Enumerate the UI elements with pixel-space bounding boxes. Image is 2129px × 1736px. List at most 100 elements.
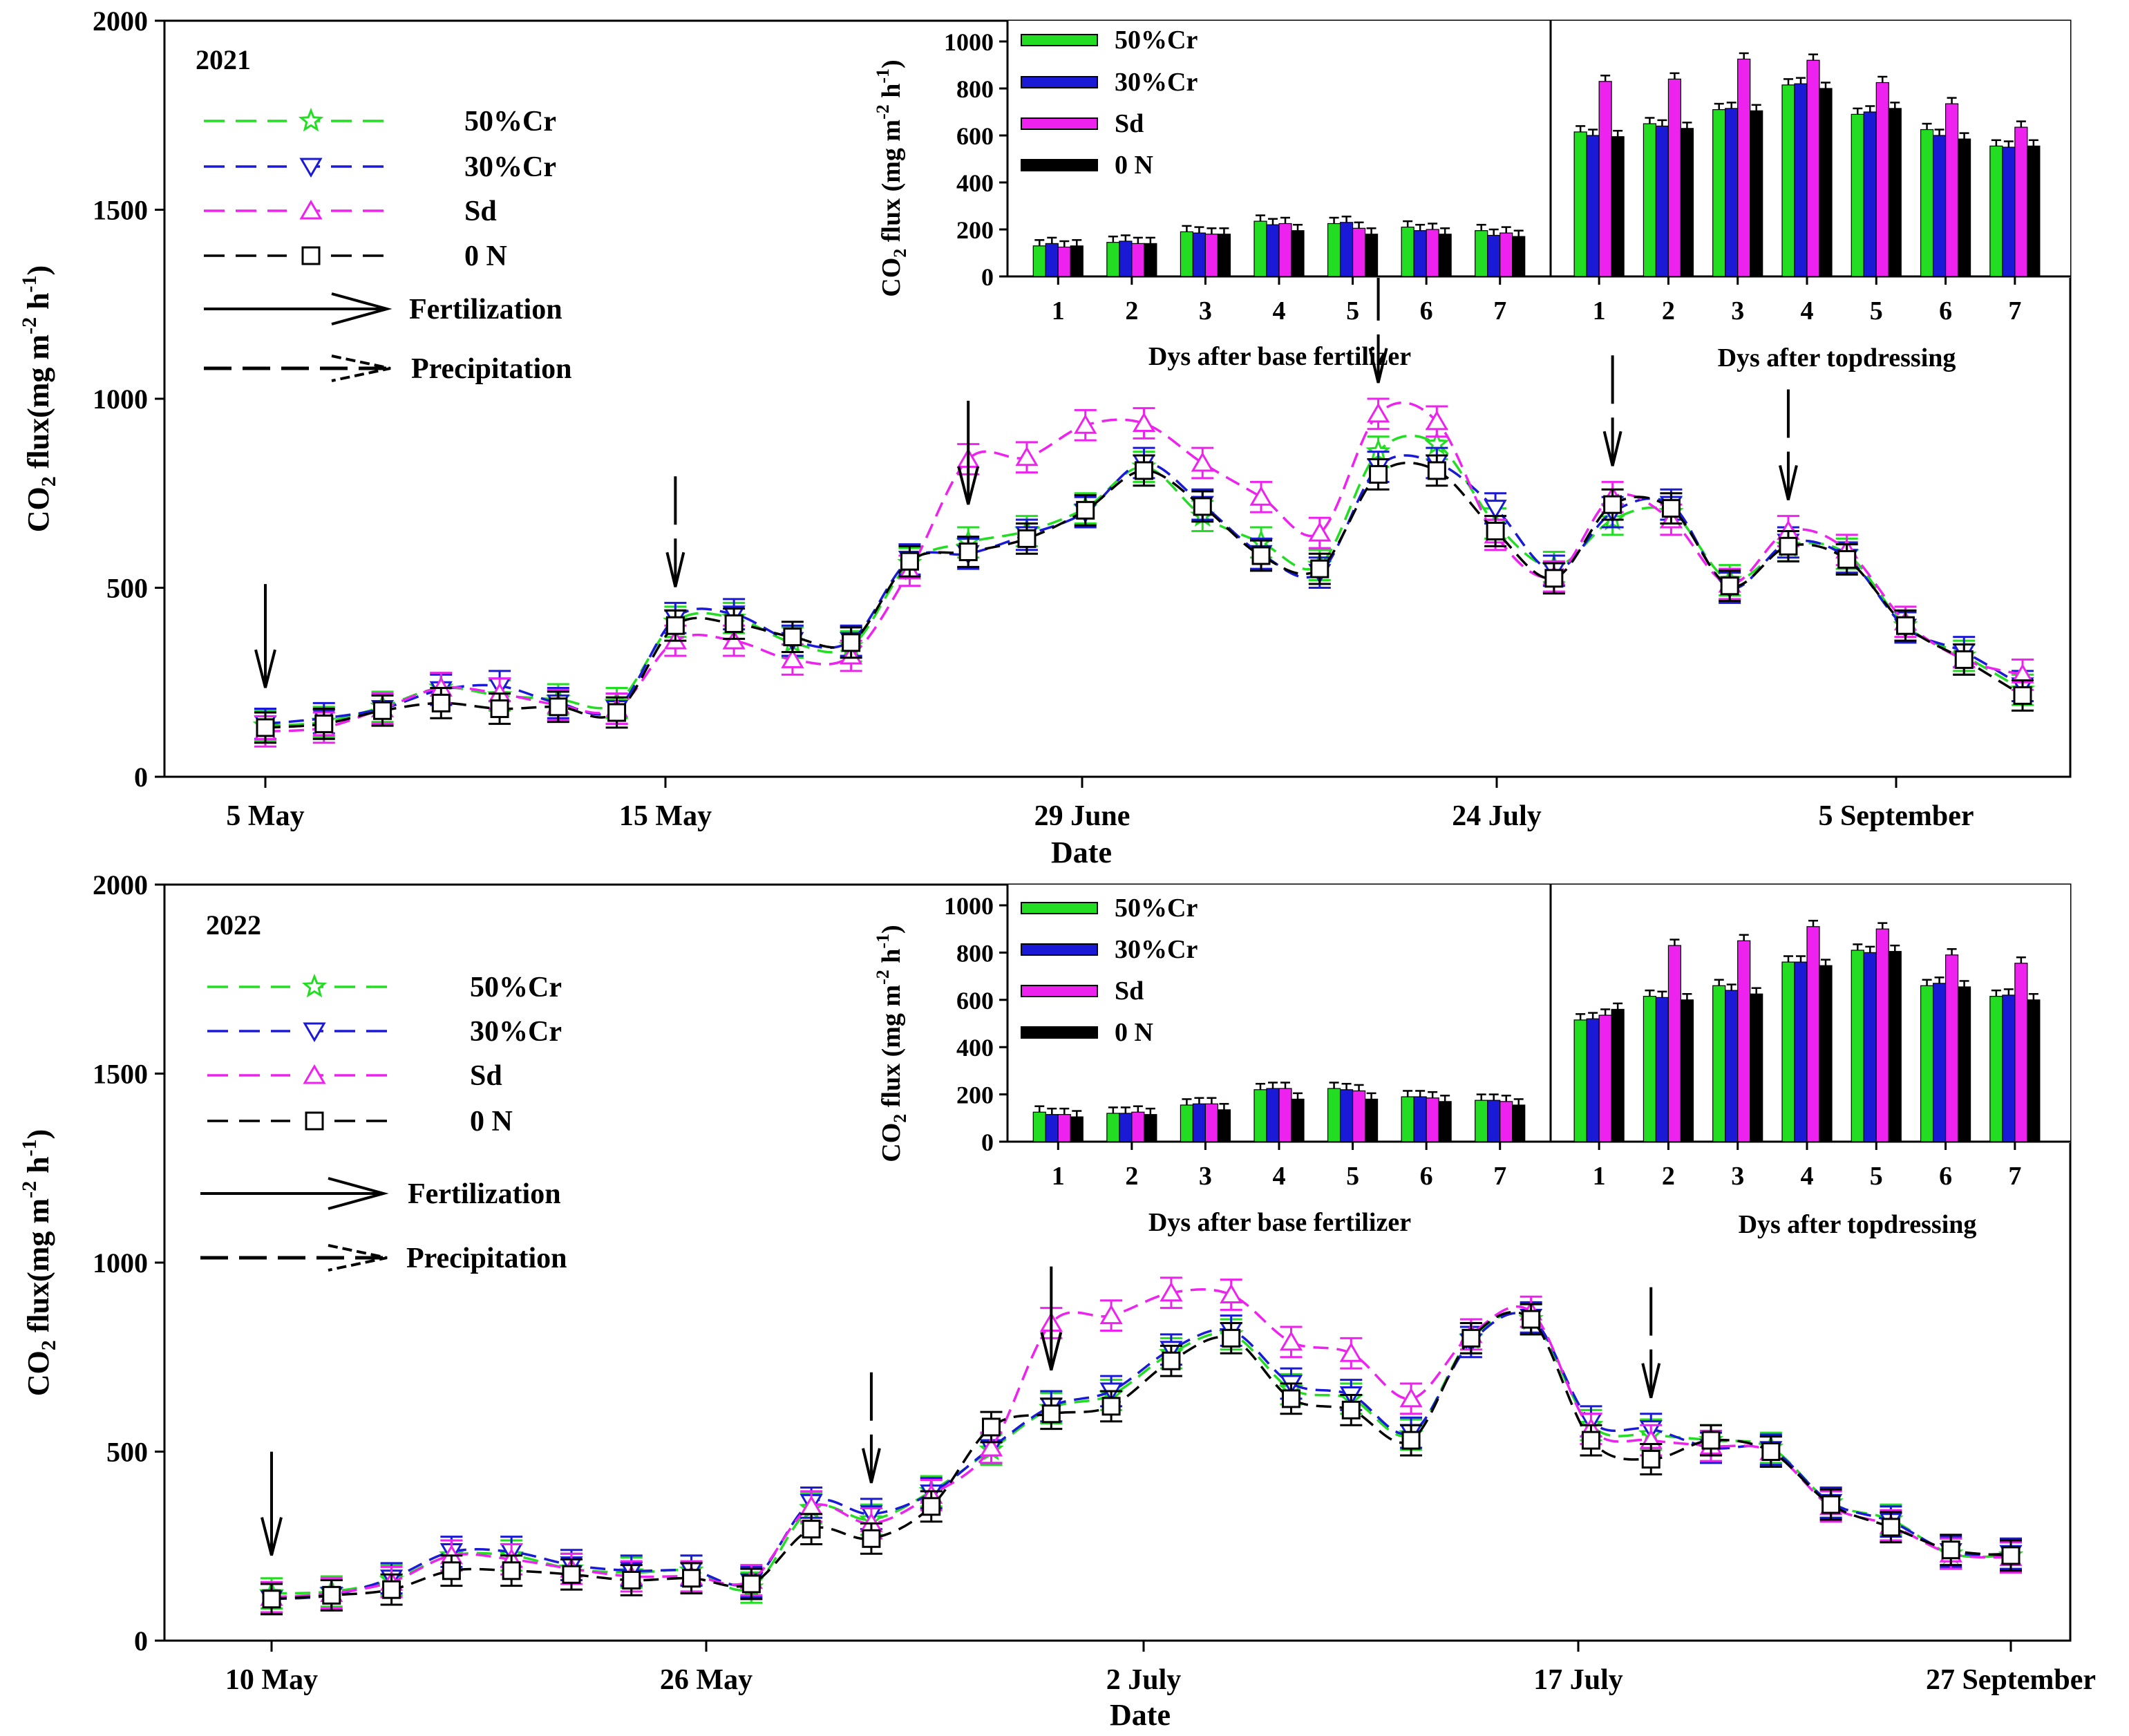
inset-bar [1680, 128, 1694, 277]
data-point [1401, 1431, 1421, 1450]
data-point [431, 693, 451, 713]
inset-group-label-base: Dys after base fertilizer [1148, 1208, 1411, 1237]
inset-bar [1863, 952, 1877, 1142]
inset-legend-label-sd: Sd [1115, 976, 1144, 1006]
inset-bar [1070, 245, 1084, 277]
inset-bar [1806, 59, 1820, 277]
inset-legend-label-sd: Sd [1115, 109, 1144, 138]
inset-x-tick-label: 2 [1662, 296, 1675, 326]
inset-y-axis: 0 200 400 600 800 1000 [944, 28, 1007, 291]
inset-bar [1217, 234, 1231, 277]
legend-label-precipitation: Precipitation [411, 353, 572, 385]
inset-bar [1586, 135, 1600, 277]
series-0n [261, 1303, 2022, 1616]
data-point [1461, 1328, 1481, 1348]
data-point [607, 703, 627, 722]
inset-legend-label-30cr: 30%Cr [1115, 935, 1198, 964]
y-tick-label: 1000 [93, 384, 148, 415]
inset-x-tick-label: 4 [1801, 296, 1814, 326]
inset-x-tick-label: 5 [1346, 1162, 1359, 1191]
inset-legend-label-30cr: 30%Cr [1115, 68, 1198, 97]
data-point [1366, 402, 1390, 423]
x-axis: 5 May 15 May 29 June 24 July 5 September [226, 777, 1974, 832]
series-layer [252, 397, 2036, 748]
inset-bar [1819, 965, 1833, 1142]
inset-bar [1352, 227, 1366, 277]
legend-marker-icon [299, 200, 323, 220]
inset-legend: 50%Cr 30%Cr Sd 0 N [1021, 894, 1198, 1047]
inset-x-axis: 1 2 3 4 5 6 7 1 2 3 4 5 6 7 [1052, 1142, 2021, 1191]
fertilization-legend-arrowhead-icon [331, 292, 392, 326]
inset-x-tick-label: 7 [2008, 1162, 2021, 1191]
series-30cr [260, 1301, 2023, 1616]
inset-bar [1851, 113, 1864, 277]
inset-x-tick-label: 6 [1420, 296, 1433, 326]
data-point [1822, 1495, 1841, 1514]
data-point [802, 1520, 821, 1539]
inset-x-tick-label: 2 [1662, 1162, 1675, 1191]
x-axis-label: Date [1110, 1698, 1171, 1732]
inset-legend-swatch-0n [1021, 1026, 1098, 1039]
legend: 50%Cr 30%Cr Sd 0 N Fertilization Precipi… [200, 972, 567, 1274]
data-point [1279, 1330, 1303, 1351]
inset-bar [1611, 136, 1625, 277]
inset-bar [1512, 1104, 1526, 1142]
inset-x-tick-label: 5 [1346, 296, 1359, 326]
data-point [1486, 521, 1505, 540]
panel-label: 2022 [206, 909, 261, 941]
inset-legend: 50%Cr 30%Cr Sd 0 N [1021, 26, 1198, 180]
data-point [1484, 500, 1507, 520]
inset-bar [1737, 940, 1751, 1142]
series-line [271, 1312, 2012, 1595]
inset-bar [1794, 961, 1808, 1142]
data-point [1074, 414, 1097, 434]
inset-bar [1278, 223, 1292, 277]
inset-y-tick-label: 200 [956, 1082, 994, 1109]
inset-bar [1426, 229, 1439, 277]
series-30cr [254, 446, 2034, 740]
data-point [682, 1569, 701, 1588]
inset-bar [1266, 1088, 1280, 1142]
inset-bar [1045, 1114, 1059, 1142]
inset-bar [1106, 1113, 1120, 1142]
inset-bar [1278, 1088, 1292, 1142]
inset-bar [1643, 123, 1657, 277]
inset-group-label-topdressing: Dys after topdressing [1718, 343, 1956, 372]
inset-bar [1586, 1018, 1600, 1142]
data-point [1099, 1304, 1123, 1325]
legend-item-30cr [204, 157, 394, 178]
inset-legend-label-50cr: 50%Cr [1115, 894, 1198, 923]
inset-bar [1667, 78, 1682, 277]
inset-bar [1611, 1008, 1625, 1142]
inset-y-tick-label: 800 [956, 75, 994, 103]
y-tick-label: 1000 [93, 1247, 148, 1279]
inset-bar [1192, 232, 1207, 277]
y-tick-label: 500 [106, 573, 148, 604]
legend-label-fertilization: Fertilization [409, 294, 562, 326]
legend-item-50cr [204, 107, 394, 132]
series-line [271, 1312, 2012, 1601]
data-point [1603, 495, 1622, 514]
legend-item-sd [204, 200, 394, 220]
inset-bar [1499, 232, 1513, 277]
precipitation-arrow-icon [1641, 1287, 1661, 1399]
inset-y-tick-label: 600 [956, 122, 994, 150]
legend-item-sd [207, 1064, 397, 1085]
data-point [1251, 546, 1271, 565]
inset-bar [2002, 147, 2016, 277]
inset-bar [1487, 234, 1501, 277]
inset-bar [1888, 108, 1902, 277]
inset-bar [1989, 996, 2003, 1142]
inset-bar [1413, 1096, 1427, 1142]
inset-y-tick-label: 600 [956, 987, 994, 1015]
inset-bar [1598, 1015, 1612, 1142]
y-axis: 0 500 1000 1500 2000 [93, 6, 164, 793]
data-point [1369, 464, 1388, 484]
data-point [1017, 529, 1037, 548]
data-point [862, 1529, 881, 1548]
inset-bar [2014, 963, 2028, 1142]
precipitation-arrow-icon [861, 1372, 881, 1484]
x-axis-label: Date [1051, 836, 1112, 869]
